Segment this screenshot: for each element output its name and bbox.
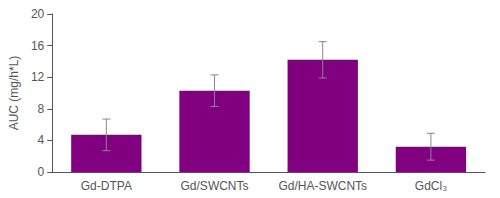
svg-text:Gd-DTPA: Gd-DTPA	[81, 179, 132, 193]
svg-text:20: 20	[31, 7, 45, 21]
svg-text:Gd/HA-SWCNTs: Gd/HA-SWCNTs	[278, 179, 367, 193]
svg-text:AUC (mg/h*L): AUC (mg/h*L)	[7, 56, 21, 131]
svg-text:16: 16	[31, 39, 45, 53]
svg-text:GdCl₃: GdCl₃	[415, 179, 447, 193]
svg-text:4: 4	[38, 133, 45, 147]
svg-text:Gd/SWCNTs: Gd/SWCNTs	[181, 179, 249, 193]
svg-text:12: 12	[31, 70, 45, 84]
svg-text:0: 0	[38, 165, 45, 179]
svg-text:8: 8	[38, 102, 45, 116]
